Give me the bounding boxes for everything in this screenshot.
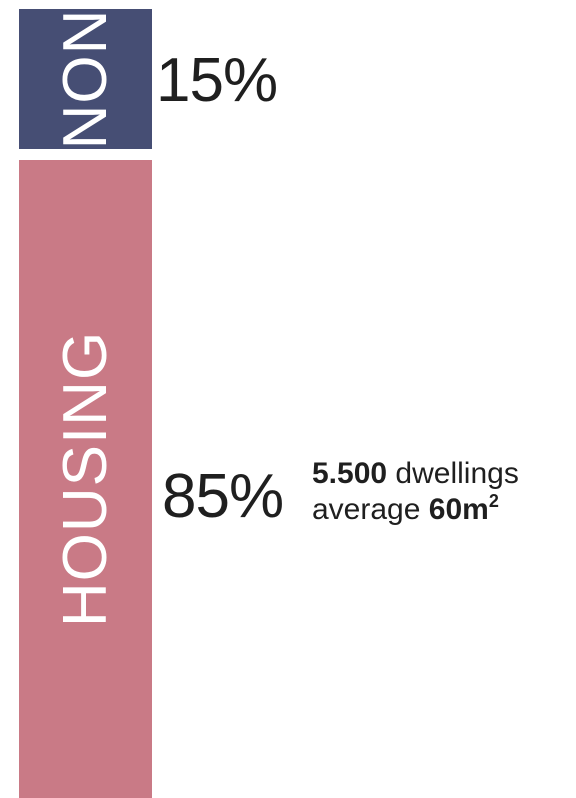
annotation-line-2: average 60m2 [312, 492, 519, 528]
bar-segment-non: NON [19, 9, 152, 149]
average-text: average [312, 493, 421, 526]
value-label-housing: 85% [162, 462, 284, 531]
segment-label-non: NON [50, 8, 120, 150]
bar-segment-housing: HOUSING [19, 160, 152, 798]
average-area: 60m2 [428, 491, 499, 526]
value-label-non: 15% [156, 46, 278, 115]
annotation-line-1: 5.500 dwellings [312, 456, 519, 492]
housing-annotation: 5.500 dwellings average 60m2 [312, 456, 519, 528]
dwelling-count-text: dwellings [395, 457, 519, 490]
area-superscript: 2 [488, 491, 499, 511]
average-area-value: 60m [428, 493, 489, 526]
dwelling-count: 5.500 [312, 457, 388, 490]
segment-label-housing: HOUSING [50, 330, 120, 628]
